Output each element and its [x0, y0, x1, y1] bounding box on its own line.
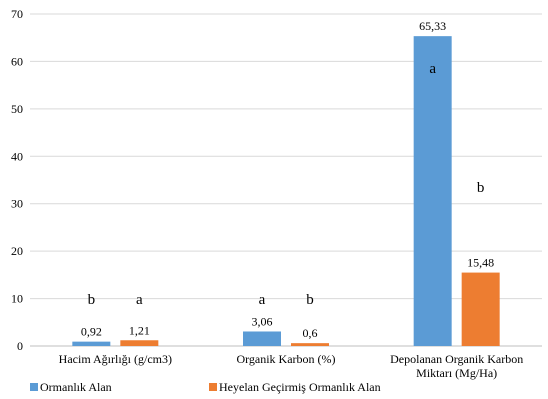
data-label: 1,21 — [129, 323, 150, 337]
data-label: 65,33 — [419, 19, 446, 33]
bar-ormanlik-2 — [413, 36, 452, 347]
y-tick-label: 40 — [11, 149, 23, 163]
data-label: 0,92 — [81, 325, 102, 339]
category-label: Organik Karbon (%) — [236, 352, 335, 366]
significance-letter: a — [136, 292, 143, 308]
legend-label: Ormanlık Alan — [40, 380, 112, 394]
legend-swatch — [209, 383, 217, 391]
legend-label: Heyelan Geçirmiş Ormanlık Alan — [219, 380, 381, 394]
y-tick-label: 60 — [11, 54, 23, 68]
category-labels: Hacim Ağırlığı (g/cm3) Organik Karbon (%)… — [59, 352, 524, 380]
significance-letter: b — [306, 292, 314, 308]
bar-heyelan-1 — [291, 343, 329, 346]
bar-ormanlik-0 — [72, 341, 111, 346]
significance-letter: b — [477, 180, 485, 196]
bar-heyelan-0 — [120, 340, 159, 346]
legend: Ormanlık Alan Heyelan Geçirmiş Ormanlık A… — [30, 380, 381, 394]
data-label: 0,6 — [303, 326, 318, 340]
y-tick-label: 70 — [11, 7, 23, 21]
bars — [72, 36, 500, 347]
significance-letters: b a a b a b — [88, 61, 485, 308]
significance-letter: b — [88, 292, 96, 308]
data-labels: 0,92 1,21 3,06 0,6 65,33 15,48 — [81, 19, 494, 340]
data-label: 3,06 — [252, 314, 273, 328]
y-axis-ticks: 0 10 20 30 40 50 60 70 — [11, 7, 23, 353]
y-tick-label: 10 — [11, 292, 23, 306]
data-label: 15,48 — [467, 256, 494, 270]
legend-swatch — [30, 383, 38, 391]
grid-lines — [30, 13, 542, 347]
significance-letter: a — [259, 292, 266, 308]
category-label: Depolanan Organik Karbon — [390, 352, 523, 366]
category-label: Miktarı (Mg/Ha) — [416, 366, 497, 380]
category-label: Hacim Ağırlığı (g/cm3) — [59, 352, 172, 366]
y-tick-label: 30 — [11, 197, 23, 211]
significance-letter: a — [429, 61, 436, 77]
bar-ormanlik-1 — [243, 331, 281, 346]
y-tick-label: 50 — [11, 102, 23, 116]
y-tick-label: 0 — [17, 339, 23, 353]
y-tick-label: 20 — [11, 244, 23, 258]
bar-heyelan-2 — [461, 272, 500, 346]
